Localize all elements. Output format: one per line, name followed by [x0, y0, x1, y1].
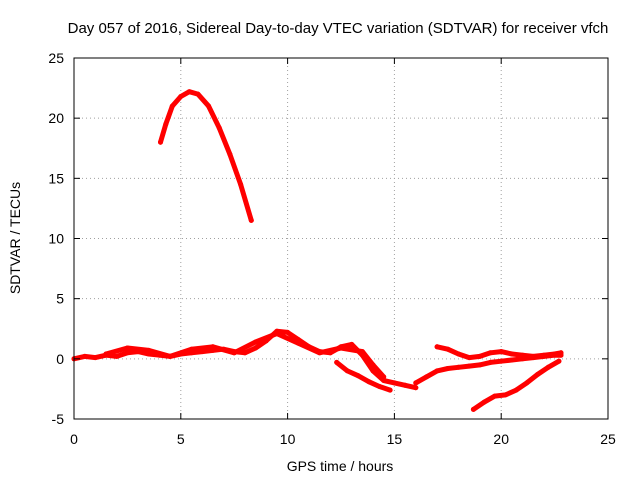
data-point: [445, 366, 451, 371]
data-point: [520, 352, 526, 358]
data-point: [253, 345, 259, 351]
data-point: [242, 350, 248, 356]
data-point: [481, 399, 487, 405]
data-point: [434, 368, 440, 374]
data-point: [488, 350, 493, 356]
data-point: [216, 125, 222, 131]
x-tick-label: 10: [280, 431, 296, 447]
data-point: [195, 91, 201, 97]
data-point: [103, 351, 109, 357]
data-point: [477, 362, 483, 368]
y-tick-label: 5: [56, 291, 64, 307]
x-tick-label: 25: [600, 431, 616, 447]
data-point: [210, 344, 216, 350]
x-tick-label: 5: [177, 431, 185, 447]
data-point: [186, 89, 192, 95]
data-point: [344, 368, 350, 374]
data-point: [530, 353, 536, 359]
data-point: [376, 384, 382, 389]
data-point: [158, 139, 163, 145]
y-tick-label: 0: [56, 351, 64, 367]
data-point: [92, 355, 98, 361]
y-tick-label: 25: [48, 50, 64, 66]
data-point: [558, 350, 564, 356]
data-point: [445, 346, 451, 352]
data-point: [366, 379, 372, 385]
y-tick-label: 20: [48, 110, 64, 126]
data-point: [178, 94, 184, 99]
data-point: [402, 382, 408, 388]
data-point: [456, 364, 461, 370]
data-point: [169, 103, 175, 109]
data-point: [124, 345, 130, 351]
data-point: [413, 380, 419, 386]
data-point: [227, 151, 233, 157]
data-point: [370, 362, 376, 368]
data-point: [381, 374, 387, 380]
data-point: [541, 352, 547, 358]
data-point: [248, 217, 254, 223]
data-point: [317, 350, 323, 356]
data-point: [552, 351, 558, 357]
data-point: [359, 349, 365, 355]
series-group: [71, 89, 564, 412]
data-point: [285, 329, 291, 335]
data-point: [503, 392, 508, 398]
data-point: [524, 380, 530, 386]
data-point: [456, 351, 461, 357]
data-point: [381, 378, 387, 383]
data-point: [488, 359, 493, 365]
data-point: [274, 331, 280, 337]
data-point: [334, 359, 340, 365]
x-tick-label: 15: [387, 431, 403, 447]
data-point: [82, 353, 88, 359]
x-tick-label: 20: [493, 431, 509, 447]
data-point: [535, 372, 540, 377]
data-point: [355, 373, 361, 379]
data-point: [492, 393, 498, 399]
y-tick-label: -5: [52, 411, 65, 427]
data-point: [206, 103, 212, 109]
y-axis-label: SDTVAR / TECUs: [7, 182, 23, 294]
data-point: [509, 357, 515, 363]
data-point: [349, 341, 355, 347]
data-point: [556, 358, 562, 364]
y-tick-label: 10: [48, 231, 64, 247]
data-point: [498, 349, 504, 355]
y-tick-label: 15: [48, 170, 64, 186]
data-point: [387, 387, 393, 393]
data-point: [163, 121, 169, 127]
data-point: [498, 358, 504, 364]
data-point: [477, 353, 483, 359]
data-point: [167, 353, 173, 359]
data-point: [545, 364, 551, 370]
data-point: [509, 351, 515, 357]
data-point: [146, 347, 152, 353]
data-point: [470, 406, 476, 412]
data-point: [466, 355, 472, 361]
chart-title: Day 057 of 2016, Sidereal Day-to-day VTE…: [68, 20, 609, 37]
axis-ticks: 0 5 10 15 20 25 -5 0 5 10 15 20 25: [48, 50, 616, 447]
data-point: [338, 345, 344, 351]
data-point: [434, 344, 440, 350]
data-point: [295, 340, 301, 346]
data-point: [423, 374, 429, 380]
data-point: [466, 363, 472, 369]
data-point: [391, 380, 397, 386]
data-point: [238, 181, 244, 187]
data-point: [124, 350, 130, 356]
series-arc-1: [158, 89, 254, 223]
data-point: [513, 387, 519, 393]
data-point: [189, 346, 194, 352]
x-axis-label: GPS time / hours: [287, 458, 394, 474]
data-point: [253, 339, 259, 345]
data-point: [413, 385, 419, 391]
data-point: [231, 350, 237, 356]
x-tick-label: 0: [70, 431, 78, 447]
data-point: [114, 353, 120, 359]
